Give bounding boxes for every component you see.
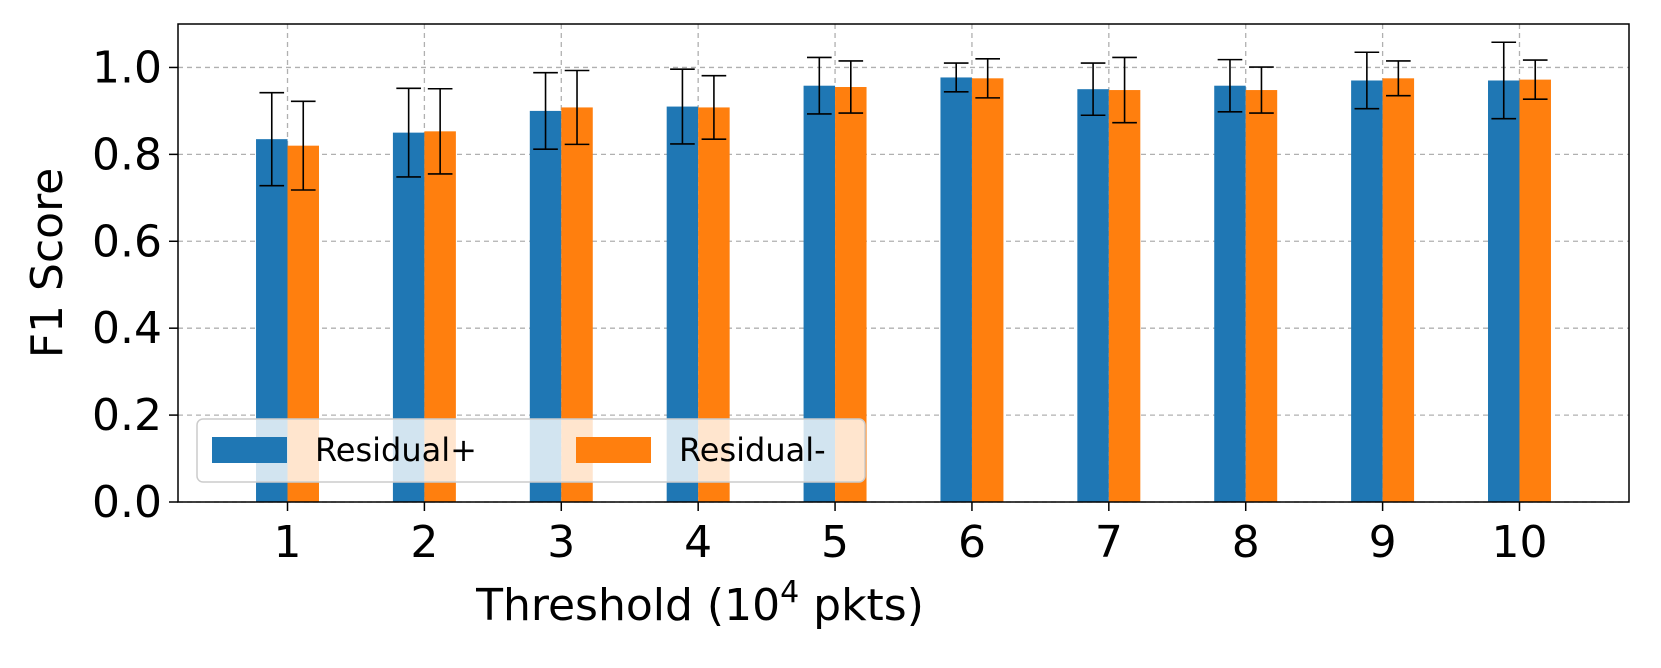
x-tick-label: 8 [1232, 517, 1260, 568]
bar-residual-minus [1382, 78, 1415, 503]
plot-frame [177, 23, 1630, 503]
y-tick-label: 0.0 [92, 477, 162, 528]
bar-residual-plus [940, 77, 972, 502]
bar-residual-minus [1245, 90, 1278, 503]
x-tick-label: 6 [958, 517, 986, 568]
y-tick-label: 0.4 [92, 303, 162, 354]
x-tick-label: 7 [1095, 517, 1123, 568]
axes-layer: 0.0 0.2 0.4 0.6 0.8 1.0 1 2 3 4 5 6 7 8 9 10 [92, 42, 1547, 568]
y-tick-label: 0.6 [92, 216, 162, 267]
error-bars-layer [259, 41, 1548, 191]
legend: Residual+ Residual- [196, 418, 866, 483]
legend-label-residual-minus: Residual- [679, 431, 826, 469]
legend-swatch-residual-minus [576, 437, 651, 463]
legend-frame [196, 418, 866, 483]
bar-residual-plus [1077, 89, 1109, 502]
bar-residual-minus [1108, 90, 1141, 503]
bar-residual-plus [1351, 80, 1383, 502]
bar-residual-minus [971, 78, 1004, 503]
x-tick-label: 4 [684, 517, 712, 568]
x-axis-label-tail: pkts) [799, 580, 924, 631]
bar-residual-plus [1214, 85, 1246, 503]
legend-swatch-residual-plus [212, 437, 287, 463]
x-axis-label-main: Threshold (10 [475, 580, 780, 631]
bar-residual-plus [1488, 80, 1520, 502]
x-tick-label: 5 [821, 517, 849, 568]
x-tick-label: 3 [547, 517, 575, 568]
x-tick-label: 10 [1491, 517, 1547, 568]
bar-residual-minus [1519, 79, 1551, 502]
y-tick-label: 1.0 [92, 42, 162, 93]
y-axis-label: F1 Score [22, 168, 73, 359]
x-tick-label: 9 [1369, 517, 1397, 568]
legend-label-residual-plus: Residual+ [315, 431, 477, 469]
y-tick-label: 0.8 [92, 129, 162, 180]
x-axis-label: Threshold (104 pkts) [475, 575, 924, 631]
x-tick-label: 2 [410, 517, 438, 568]
y-tick-label: 0.2 [92, 390, 162, 441]
x-tick-label: 1 [274, 517, 302, 568]
x-axis-label-superscript: 4 [780, 575, 799, 610]
